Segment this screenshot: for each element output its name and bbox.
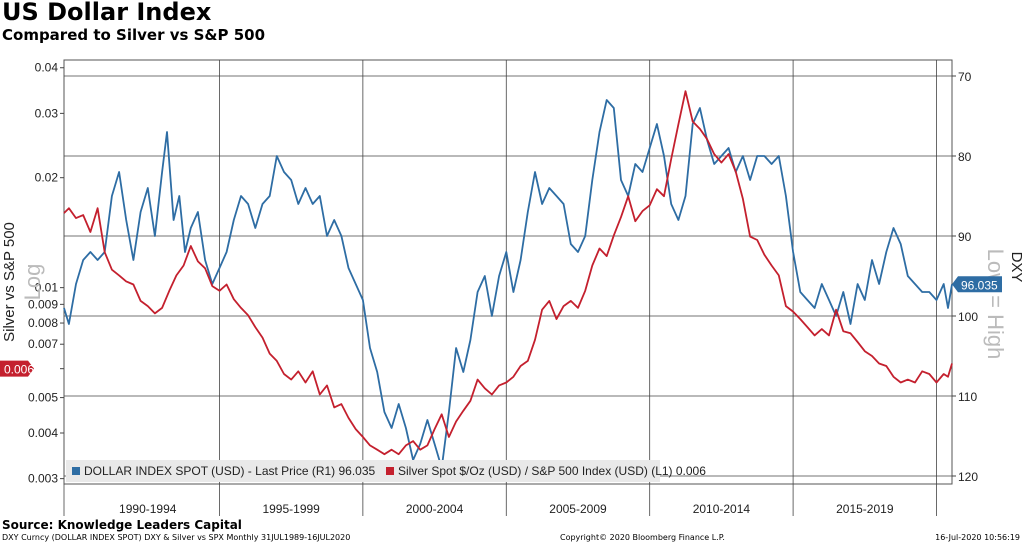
x-category-label: 2015-2019: [836, 502, 894, 516]
legend-swatch: [72, 467, 80, 475]
legend-entry: Silver Spot $/Oz (USD) / S&P 500 Index (…: [398, 464, 706, 478]
legend-swatch: [386, 467, 394, 475]
axis-overlay-labels: Log Low = High: [20, 249, 1008, 360]
right-tick-label: 70: [958, 70, 972, 84]
left-tick-label: 0.03: [35, 106, 59, 120]
chart-title: US Dollar Index: [2, 0, 212, 26]
dxy-value-badge: [952, 276, 1002, 293]
dollar-index-chart: 0.003 0.004 0.005 0.007 0.008 0.009 0.01 0.02 0.…: [0, 59, 1024, 516]
left-tick-label: 0.01: [35, 281, 59, 295]
left-overlay-label: Log: [20, 264, 45, 301]
series-lines: [63, 90, 953, 469]
x-category-label: 2010-2014: [693, 502, 751, 516]
last-value-badges: 96.035 0.006: [0, 276, 1002, 377]
x-category-label: 1990-1994: [119, 502, 177, 516]
left-tick-label: 0.007: [28, 337, 58, 351]
footer-timestamp: 16-Jul-2020 10:56:19: [935, 533, 1020, 542]
x-axis-categories: 1990-1994 1995-1999 2000-2004 2005-2009 2010…: [119, 502, 894, 516]
legend-box: [66, 460, 660, 482]
right-tick-label: 80: [958, 150, 972, 164]
right-tick-label: 90: [958, 230, 972, 244]
left-tick-label: 0.04: [35, 61, 59, 75]
source-note: Source: Knowledge Leaders Capital: [2, 518, 242, 532]
silver-spx-line: [63, 90, 953, 456]
right-axis-title: DXY: [1008, 252, 1024, 283]
right-overlay-label: Low = High: [983, 249, 1008, 360]
left-tick-label: 0.004: [28, 426, 58, 440]
footer-series-info: DXY Curncy (DOLLAR INDEX SPOT) DXY & Sil…: [2, 533, 351, 542]
x-category-label: 2005-2009: [549, 502, 607, 516]
left-tick-label: 0.009: [28, 297, 58, 311]
right-tick-label: 110: [958, 390, 977, 404]
silver-value-badge: [0, 360, 34, 377]
plot-frame: [63, 59, 953, 485]
right-axis-ticks: 70 80 90 100 110 120 DXY: [952, 70, 1024, 484]
x-category-label: 2000-2004: [406, 502, 464, 516]
legend-entry: DOLLAR INDEX SPOT (USD) - Last Price (R1…: [84, 464, 376, 478]
legend: DOLLAR INDEX SPOT (USD) - Last Price (R1…: [66, 460, 706, 482]
grid-lines: [63, 59, 953, 516]
left-tick-label: 0.003: [28, 472, 58, 486]
left-tick-label: 0.005: [28, 391, 58, 405]
left-axis-ticks: 0.003 0.004 0.005 0.007 0.008 0.009 0.01 0.02 0.…: [1, 61, 64, 486]
x-category-label: 1995-1999: [262, 502, 320, 516]
chart-subtitle: Compared to Silver vs S&P 500: [2, 26, 266, 44]
left-tick-label: 0.02: [35, 171, 59, 185]
dxy-line: [63, 99, 953, 469]
right-tick-label: 100: [958, 310, 978, 324]
footer-copyright: Copyright© 2020 Bloomberg Finance L.P.: [560, 533, 725, 542]
right-tick-label: 120: [958, 470, 978, 484]
dxy-value-text: 96.035: [961, 278, 998, 292]
left-tick-label: 0.008: [28, 316, 58, 330]
silver-value-text: 0.006: [4, 363, 34, 377]
left-axis-title: Silver vs S&P 500: [1, 222, 18, 342]
